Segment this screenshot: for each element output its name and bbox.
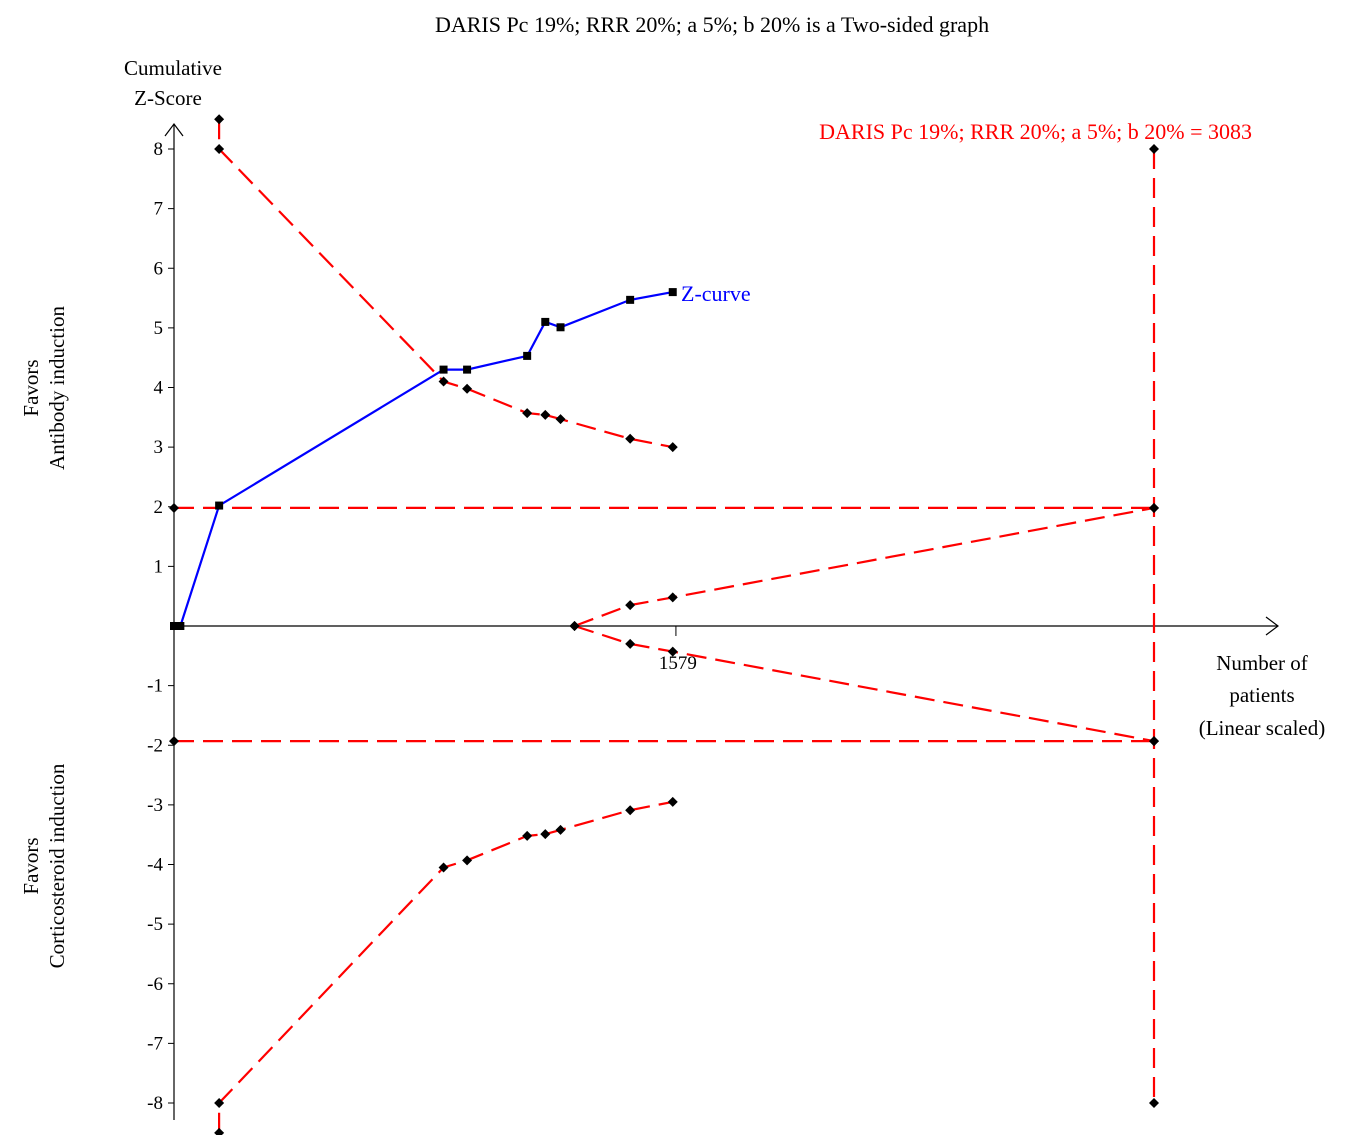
y-tick-label: 6 (154, 258, 164, 279)
y-tick-label: 4 (154, 378, 164, 399)
boundary-point (169, 736, 179, 747)
favors-corticosteroid-line1: Favors (19, 837, 43, 894)
boundary-point (1149, 144, 1159, 154)
zcurve-point (626, 295, 635, 304)
boundary-point (667, 592, 678, 603)
axes (164, 123, 1279, 1120)
x-tick-label: 1579 (659, 653, 697, 674)
zcurve-point (541, 317, 550, 326)
y-tick-label: 3 (154, 437, 164, 458)
y-tick-label: 2 (154, 497, 164, 518)
boundary-point (540, 829, 551, 840)
boundary-point (667, 442, 678, 453)
zcurve-line (174, 291, 673, 628)
boundary-line (218, 800, 673, 1133)
zcurve-point (556, 323, 565, 332)
boundary-point (569, 621, 580, 631)
zcurve-point (176, 622, 185, 630)
y-tick-label: 8 (154, 139, 164, 160)
favors-antibody-line1: Favors (19, 359, 43, 416)
information-size-label: DARIS Pc 19%; RRR 20%; a 5%; b 20% = 308… (819, 119, 1252, 144)
y-tick-label: -3 (147, 795, 163, 816)
y-tick-label: 1 (154, 556, 164, 577)
y-axis-label-line1: Cumulative (124, 56, 222, 80)
boundary-point (1149, 502, 1159, 513)
zcurve-point (439, 365, 448, 374)
y-tick-label: -7 (147, 1033, 163, 1054)
boundary-point (214, 114, 225, 125)
boundary-point (555, 414, 566, 425)
boundary-point (214, 1127, 225, 1135)
boundary-point (555, 824, 566, 835)
boundary-point (667, 646, 678, 657)
y-tick-label: 5 (154, 318, 164, 339)
boundary-point (1149, 736, 1159, 747)
boundary-point (462, 383, 473, 394)
boundary-line (574, 506, 1155, 628)
boundary-point (522, 830, 533, 841)
zcurve-point (170, 622, 178, 630)
zcurve-point (215, 501, 224, 510)
boundary-point (214, 1098, 225, 1108)
y-axis-arrow (164, 123, 184, 137)
boundary-point (462, 855, 473, 866)
y-axis-label-line2: Z-Score (134, 86, 202, 110)
zcurve-point (523, 351, 532, 360)
boundary-point (625, 805, 636, 816)
boundary-line (218, 119, 673, 449)
boundary-point (667, 796, 678, 807)
chart-title: DARIS Pc 19%; RRR 20%; a 5%; b 20% is a … (435, 12, 989, 37)
y-tick-label: 7 (154, 199, 164, 220)
x-axis-arrow (1265, 616, 1279, 636)
boundary-point (625, 600, 636, 611)
favors-antibody-line2: Antibody induction (45, 306, 69, 470)
y-tick-label: -8 (147, 1093, 163, 1114)
boundary-point (522, 408, 533, 419)
x-axis-label-line3: (Linear scaled) (1199, 716, 1326, 740)
y-tick-label: -6 (147, 974, 163, 995)
y-tick-label: -4 (147, 855, 163, 876)
boundary-point (625, 638, 636, 649)
boundary-point (438, 862, 449, 873)
marker-layer (169, 114, 1159, 1135)
text-layer: DARIS Pc 19%; RRR 20%; a 5%; b 20% is a … (19, 12, 1325, 1114)
boundary-line (574, 624, 1155, 743)
x-axis-label-line1: Number of (1216, 651, 1308, 675)
boundary-point (625, 433, 636, 444)
boundary-point (1149, 1098, 1159, 1108)
zcurve-point (463, 365, 472, 374)
y-tick-label: -2 (147, 735, 163, 756)
boundary-point (169, 502, 179, 513)
y-tick-label: -1 (147, 676, 163, 697)
boundary-point (214, 144, 225, 154)
favors-corticosteroid-line2: Corticosteroid induction (45, 763, 69, 968)
boundary-point (540, 409, 551, 420)
x-axis-label-line2: patients (1229, 683, 1294, 707)
boundary-point (438, 376, 449, 387)
zcurve-label: Z-curve (681, 281, 751, 306)
y-tick-label: -5 (147, 914, 163, 935)
zcurve-point (668, 288, 677, 297)
